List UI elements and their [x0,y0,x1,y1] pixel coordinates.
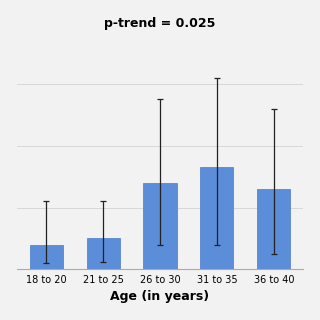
Bar [257,189,290,269]
Bar [87,238,120,269]
Title: p-trend = 0.025: p-trend = 0.025 [104,17,216,30]
X-axis label: Age (in years): Age (in years) [110,290,210,303]
Bar [30,244,63,269]
Bar [200,167,233,269]
Bar [143,183,177,269]
